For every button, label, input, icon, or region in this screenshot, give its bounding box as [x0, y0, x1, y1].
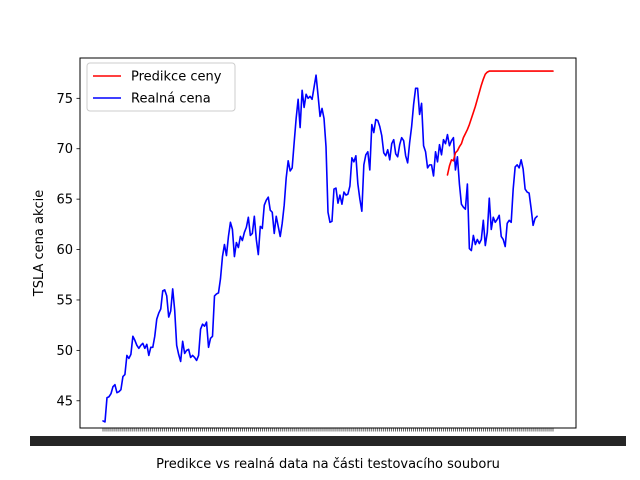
legend-label-realna: Realná cena: [131, 92, 211, 107]
x-tick-labels-overlap: [30, 436, 626, 446]
y-tick-label: 75: [56, 92, 73, 107]
y-axis: 45 50 55 60 65 70 75: [56, 92, 80, 409]
series-line-predikce-ceny: [446, 70, 554, 176]
series-line-realna-cena: [102, 74, 538, 423]
y-tick-label: 65: [56, 193, 73, 208]
x-axis: [30, 428, 626, 446]
legend-box: [86, 62, 236, 112]
legend: Predikce ceny Realná cena: [86, 62, 236, 112]
plot-series: [102, 70, 554, 423]
y-tick-label: 70: [56, 142, 73, 157]
plot-frame: [79, 57, 577, 429]
y-tick-label: 55: [56, 293, 73, 308]
y-tick-label: 60: [56, 243, 73, 258]
y-tick-label: 50: [56, 344, 73, 359]
legend-label-predikce: Predikce ceny: [131, 70, 222, 85]
x-axis-label: Predikce vs realná data na části testova…: [156, 457, 500, 472]
y-tick-label: 45: [56, 394, 73, 409]
y-axis-label: TSLA cena akcie: [32, 190, 47, 298]
